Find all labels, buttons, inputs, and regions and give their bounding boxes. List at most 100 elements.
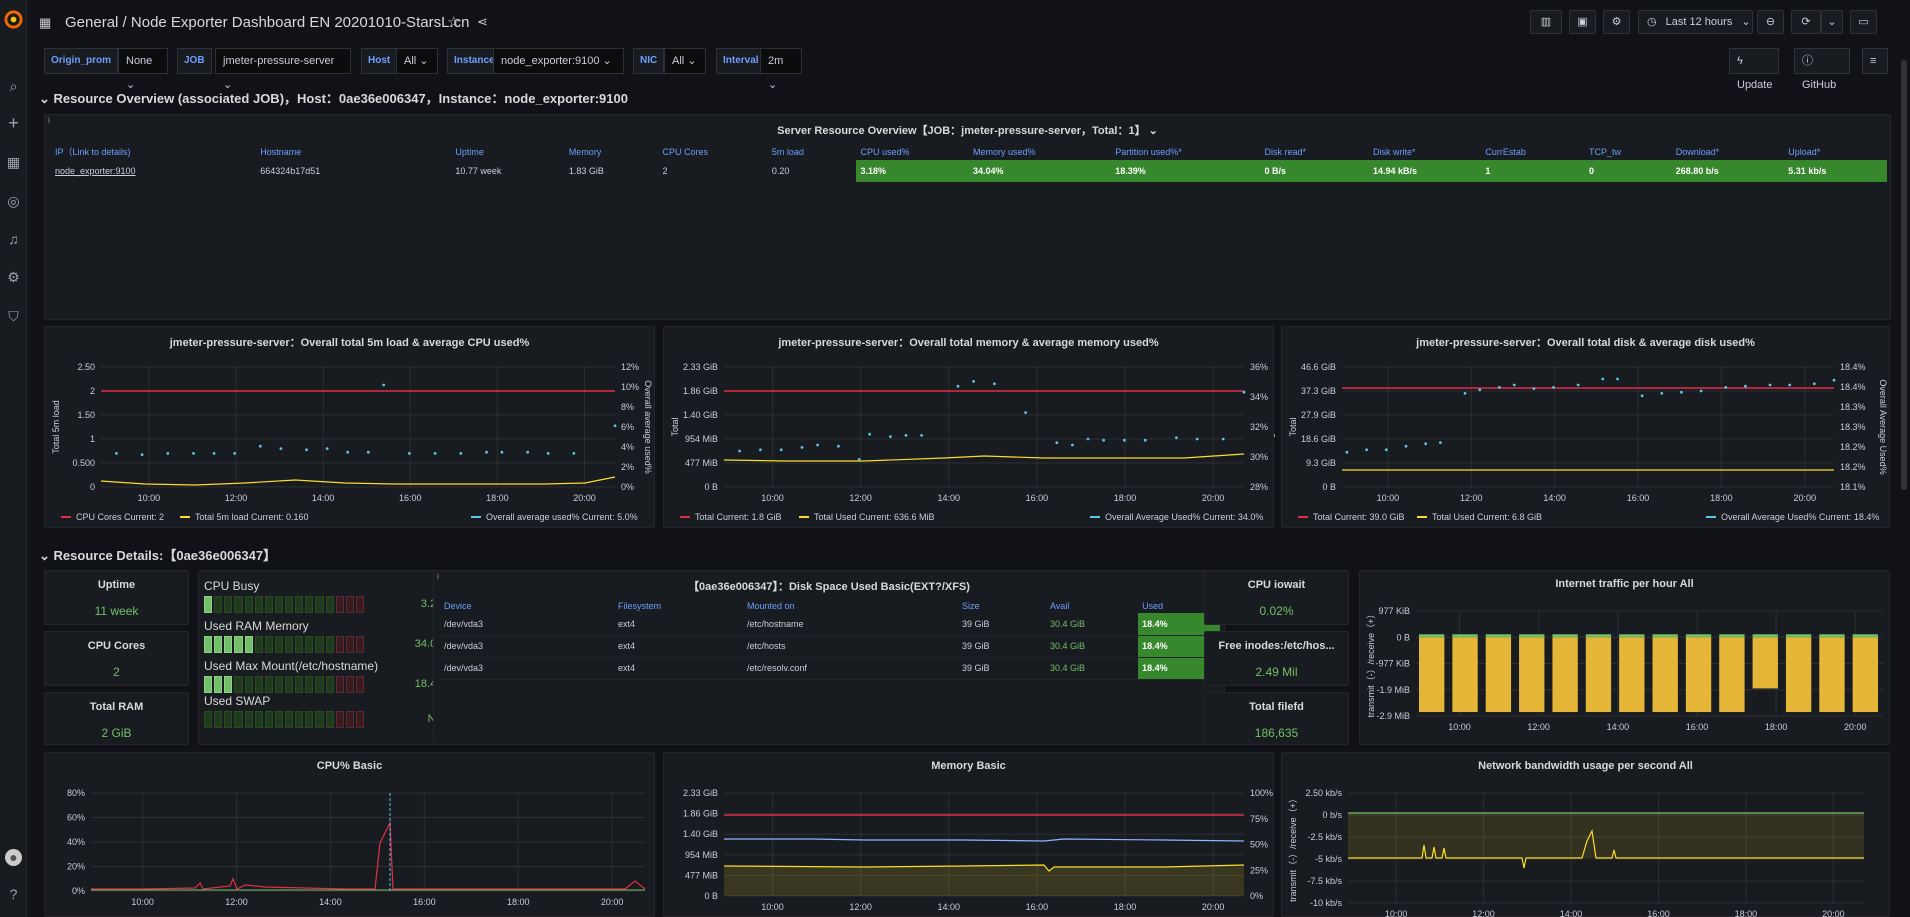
traffic-bar bbox=[1552, 637, 1578, 713]
column-header[interactable]: CPU Cores bbox=[662, 146, 708, 157]
help-icon[interactable]: ? bbox=[9, 886, 18, 902]
add-panel-button[interactable]: ▥ bbox=[1530, 10, 1562, 34]
menu-button[interactable]: ≡ bbox=[1862, 48, 1888, 74]
panel-info-icon: i bbox=[437, 572, 439, 581]
share-icon[interactable]: ⋖ bbox=[477, 14, 488, 29]
var-select-instance[interactable]: node_exporter:9100 ⌄ bbox=[493, 48, 624, 74]
panel-title[interactable]: jmeter-pressure-server：Overall total mem… bbox=[778, 337, 1159, 349]
stat-title[interactable]: Free inodes:/etc/hos... bbox=[1218, 640, 1335, 652]
search-icon[interactable]: ⌕ bbox=[9, 78, 18, 94]
refresh-interval-button[interactable]: ⌄ bbox=[1821, 10, 1843, 34]
legend-item[interactable]: CPU Cores Current: 2 bbox=[76, 512, 164, 522]
var-select-host[interactable]: All ⌄ bbox=[396, 48, 438, 74]
scrollbar[interactable] bbox=[1901, 60, 1907, 490]
panel-title[interactable]: 【0ae36e006347】：Disk Space Used Basic(EXT… bbox=[688, 581, 970, 593]
legend-item[interactable]: Total Used Current: 6.8 GiB bbox=[1432, 512, 1542, 522]
column-header[interactable]: 5m load bbox=[771, 146, 804, 157]
side-nav: ⌕ + ▦ ◎ ♫ ⚙ ⛉ ● ? bbox=[0, 0, 27, 917]
column-header[interactable]: Upload* bbox=[1788, 146, 1821, 157]
chevron-down-icon: ⌄ bbox=[602, 55, 612, 67]
explore-icon[interactable]: ◎ bbox=[7, 193, 20, 209]
column-header[interactable]: Memory used% bbox=[972, 146, 1036, 157]
save-button[interactable]: ▣ bbox=[1569, 10, 1596, 34]
update-link[interactable]: ϟ Update bbox=[1729, 48, 1779, 91]
legend-item[interactable]: Overall Average Used% Current: 18.4% bbox=[1721, 512, 1879, 522]
panel-title[interactable]: jmeter-pressure-server：Overall total 5m … bbox=[169, 337, 530, 349]
shield-icon[interactable]: ⛉ bbox=[8, 308, 19, 324]
dashboard: ▦ General / Node Exporter Dashboard EN 2… bbox=[27, 0, 1910, 917]
y2-tick-label: 18.2% bbox=[1840, 442, 1866, 452]
plus-icon[interactable]: + bbox=[8, 113, 19, 133]
column-header[interactable]: Uptime bbox=[455, 146, 484, 157]
panel-title[interactable]: Memory Basic bbox=[931, 760, 1006, 772]
legend-item[interactable]: Total Current: 39.0 GiB bbox=[1313, 512, 1405, 522]
table-cell: 14.94 kB/s bbox=[1368, 160, 1482, 182]
column-header[interactable]: Hostname bbox=[260, 146, 302, 157]
var-value-origin: None bbox=[126, 55, 153, 67]
bar-gauge-cell bbox=[204, 711, 213, 728]
column-header[interactable]: Memory bbox=[568, 146, 602, 157]
column-header[interactable]: Mounted on bbox=[746, 601, 795, 611]
tv-mode-button[interactable]: ▭ bbox=[1850, 10, 1877, 34]
y-tick-label: 60% bbox=[67, 813, 85, 823]
stat-title[interactable]: Uptime bbox=[97, 579, 136, 591]
stat-title[interactable]: Total filefd bbox=[1249, 701, 1304, 713]
github-link[interactable]: ⓘ GitHub bbox=[1794, 48, 1850, 91]
column-header[interactable]: CurrEstab bbox=[1485, 146, 1526, 157]
stat-title[interactable]: Total RAM bbox=[89, 701, 144, 713]
zoom-out-button[interactable]: ⊖ bbox=[1757, 10, 1784, 34]
var-select-job[interactable]: jmeter-pressure-server ⌄ bbox=[215, 48, 351, 91]
var-select-nic[interactable]: All ⌄ bbox=[664, 48, 706, 74]
time-picker[interactable]: ◷ Last 12 hours ⌄ bbox=[1638, 10, 1753, 34]
star-icon[interactable]: ☆ bbox=[447, 14, 461, 31]
legend-item[interactable]: Total 5m load Current: 0.160 bbox=[195, 512, 309, 522]
bar-gauge-cell bbox=[355, 711, 364, 728]
panel-title[interactable]: Server Resource Overview【JOB：jmeter-pres… bbox=[45, 122, 1890, 138]
column-header[interactable]: Size bbox=[961, 601, 980, 611]
var-select-origin[interactable]: None ⌄ bbox=[118, 48, 168, 91]
y-tick-label: 1.86 GiB bbox=[683, 809, 718, 819]
panel-title[interactable]: Internet traffic per hour All bbox=[1555, 578, 1694, 590]
stat-title[interactable]: CPU iowait bbox=[1247, 579, 1306, 591]
column-header[interactable]: Filesystem bbox=[618, 601, 662, 611]
panel-title[interactable]: Network bandwidth usage per second All bbox=[1478, 760, 1693, 772]
column-header[interactable]: Disk write* bbox=[1372, 146, 1416, 157]
legend-item[interactable]: Total Current: 1.8 GiB bbox=[695, 512, 782, 522]
grafana-logo-icon[interactable] bbox=[4, 10, 23, 29]
panel-title[interactable]: CPU% Basic bbox=[316, 760, 383, 772]
settings-button[interactable]: ⚙ bbox=[1603, 10, 1630, 34]
column-header[interactable]: Disk read* bbox=[1264, 146, 1307, 157]
column-header[interactable]: TCP_tw bbox=[1589, 146, 1622, 157]
configuration-icon[interactable]: ⚙ bbox=[7, 269, 20, 285]
refresh-button[interactable]: ⟳ bbox=[1791, 10, 1821, 34]
column-header[interactable]: Avail bbox=[1049, 601, 1070, 611]
dashboards-grid-icon: ▦ bbox=[39, 15, 52, 30]
row-details[interactable]: ⌄ Resource Details:【0ae36e006347】 bbox=[39, 545, 276, 564]
column-header[interactable]: Download* bbox=[1675, 146, 1720, 157]
bar-gauge-cell bbox=[345, 676, 354, 693]
legend-item[interactable]: Overall average used% Current: 5.0% bbox=[486, 512, 638, 522]
panel-title[interactable]: jmeter-pressure-server：Overall total dis… bbox=[1416, 337, 1755, 349]
data-point bbox=[613, 424, 617, 428]
breadcrumb[interactable]: General / Node Exporter Dashboard EN 202… bbox=[65, 14, 469, 31]
y-tick-label: 40% bbox=[67, 837, 85, 847]
row-overview[interactable]: ⌄ Resource Overview (associated JOB)，Hos… bbox=[39, 88, 628, 107]
column-header[interactable]: Used bbox=[1142, 601, 1164, 611]
y-tick-label: 1.50 bbox=[77, 410, 95, 420]
legend-item[interactable]: Total Used Current: 636.6 MiB bbox=[814, 512, 935, 522]
breadcrumb-folder[interactable]: General bbox=[65, 14, 119, 31]
page-title[interactable]: Node Exporter Dashboard EN 20201010-Star… bbox=[130, 14, 470, 31]
dashboards-icon[interactable]: ▦ bbox=[6, 154, 21, 170]
stat-title[interactable]: CPU Cores bbox=[87, 640, 146, 652]
column-header[interactable]: CPU used% bbox=[860, 146, 910, 157]
column-header[interactable]: Device bbox=[444, 601, 472, 611]
ip-link[interactable]: node_exporter:9100 bbox=[55, 166, 136, 176]
legend-item[interactable]: Overall Average Used% Current: 34.0% bbox=[1105, 512, 1263, 522]
column-header[interactable]: Partition used%* bbox=[1115, 146, 1182, 157]
avatar[interactable]: ● bbox=[5, 849, 22, 866]
data-point bbox=[1512, 383, 1516, 387]
var-select-interval[interactable]: 2m ⌄ bbox=[760, 48, 802, 91]
alerting-icon[interactable]: ♫ bbox=[8, 231, 19, 247]
chevron-down-icon: ⌄ bbox=[1827, 16, 1837, 28]
column-header[interactable]: IP（Link to details) bbox=[55, 147, 131, 157]
